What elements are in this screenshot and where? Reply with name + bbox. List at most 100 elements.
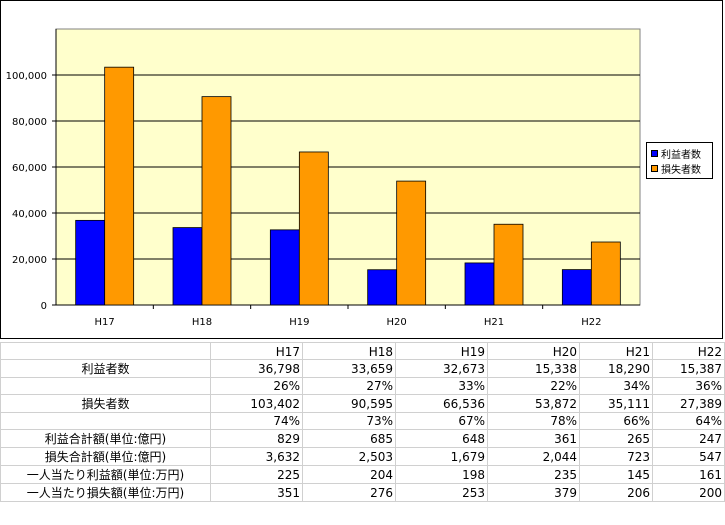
table-cell: 22% bbox=[487, 377, 580, 395]
column-header: H18 bbox=[302, 342, 396, 360]
y-tick-label: 20,000 bbox=[12, 255, 47, 266]
table-cell: 27% bbox=[302, 377, 396, 395]
table-cell: 66% bbox=[579, 412, 653, 430]
table-cell: 15,387 bbox=[652, 359, 725, 378]
legend-swatch-loss bbox=[651, 165, 658, 172]
chart-area: 0 20,000 40,000 60,000 80,000 100,000 H17 H18 H1… bbox=[0, 0, 723, 339]
x-tick-label: H17 bbox=[95, 317, 115, 328]
table-cell: 361 bbox=[487, 429, 580, 448]
bar-chart: 0 20,000 40,000 60,000 80,000 100,000 H17 H18 H1… bbox=[6, 28, 641, 328]
legend-item-loss: 損失者数 bbox=[651, 161, 712, 176]
table-cell: 3,632 bbox=[210, 447, 303, 466]
legend-label-loss: 損失者数 bbox=[661, 165, 701, 176]
table-cell: 379 bbox=[487, 483, 580, 502]
table-row: 74% 73% 67% 78% 66% 64% bbox=[0, 412, 725, 430]
table-cell: 276 bbox=[302, 483, 396, 502]
table-cell: 64% bbox=[652, 412, 725, 430]
column-header: H17 bbox=[210, 342, 303, 360]
x-tick-label: H19 bbox=[289, 317, 309, 328]
table-cell: 547 bbox=[652, 447, 725, 466]
row-label: 利益者数 bbox=[0, 359, 211, 378]
table-cell: 265 bbox=[579, 429, 653, 448]
x-tick-label: H18 bbox=[192, 317, 212, 328]
table-cell: 36,798 bbox=[210, 359, 303, 378]
table-cell: 103,402 bbox=[210, 394, 303, 413]
table-cell: 34% bbox=[579, 377, 653, 395]
table-cell: 685 bbox=[302, 429, 396, 448]
table-cell: 27,389 bbox=[652, 394, 725, 413]
table-cell: 33% bbox=[395, 377, 488, 395]
column-header: H20 bbox=[487, 342, 580, 360]
table-cell: 247 bbox=[652, 429, 725, 448]
table-header-row: H17 H18 H19 H20 H21 H22 bbox=[0, 342, 725, 360]
column-header: H19 bbox=[395, 342, 488, 360]
row-label: 損失合計額(単位:億円) bbox=[0, 447, 211, 466]
table-cell: 204 bbox=[302, 465, 396, 484]
row-label: 損失者数 bbox=[0, 394, 211, 413]
row-label bbox=[0, 412, 211, 430]
column-header: H21 bbox=[579, 342, 653, 360]
table-cell: 74% bbox=[210, 412, 303, 430]
bar-profit bbox=[561, 269, 592, 306]
table-cell: 723 bbox=[579, 447, 653, 466]
y-tick-label: 40,000 bbox=[12, 209, 47, 220]
table-row: 26% 27% 33% 22% 34% 36% bbox=[0, 377, 725, 395]
y-tick-label: 0 bbox=[41, 301, 47, 312]
table-cell: 53,872 bbox=[487, 394, 580, 413]
x-tick-label: H21 bbox=[484, 317, 504, 328]
table-corner-cell bbox=[0, 342, 211, 360]
table-cell: 206 bbox=[579, 483, 653, 502]
legend-item-profit: 利益者数 bbox=[651, 146, 712, 161]
table-cell: 36% bbox=[652, 377, 725, 395]
row-label: 一人当たり利益額(単位:万円) bbox=[0, 465, 211, 484]
row-label: 利益合計額(単位:億円) bbox=[0, 429, 211, 448]
table-cell: 33,659 bbox=[302, 359, 396, 378]
legend: 利益者数 損失者数 bbox=[646, 142, 713, 179]
table-cell: 161 bbox=[652, 465, 725, 484]
row-label bbox=[0, 377, 211, 395]
table-cell: 829 bbox=[210, 429, 303, 448]
table-cell: 15,338 bbox=[487, 359, 580, 378]
y-tick-label: 60,000 bbox=[12, 163, 47, 174]
table-cell: 73% bbox=[302, 412, 396, 430]
bar-loss bbox=[590, 241, 621, 306]
bar-profit bbox=[75, 219, 106, 306]
table-cell: 78% bbox=[487, 412, 580, 430]
table-cell: 225 bbox=[210, 465, 303, 484]
data-table: H17 H18 H19 H20 H21 H22 利益者数 36,798 33,659 32,673… bbox=[0, 342, 725, 502]
bar-profit bbox=[172, 227, 203, 306]
y-tick-label: 80,000 bbox=[12, 117, 47, 128]
table-row: 損失者数 103,402 90,595 66,536 53,872 35,111 27,38… bbox=[0, 394, 725, 413]
column-header: H22 bbox=[652, 342, 725, 360]
table-cell: 200 bbox=[652, 483, 725, 502]
table-cell: 351 bbox=[210, 483, 303, 502]
table-cell: 145 bbox=[579, 465, 653, 484]
table-cell: 18,290 bbox=[579, 359, 653, 378]
table-cell: 66,536 bbox=[395, 394, 488, 413]
table-cell: 198 bbox=[395, 465, 488, 484]
table-cell: 26% bbox=[210, 377, 303, 395]
bar-profit bbox=[269, 229, 300, 306]
bar-loss bbox=[104, 66, 135, 306]
table-cell: 1,679 bbox=[395, 447, 488, 466]
x-tick-label: H22 bbox=[581, 317, 601, 328]
table-cell: 235 bbox=[487, 465, 580, 484]
bar-loss bbox=[201, 96, 232, 306]
table-cell: 2,044 bbox=[487, 447, 580, 466]
table-cell: 32,673 bbox=[395, 359, 488, 378]
table-row: 一人当たり利益額(単位:万円) 225 204 198 235 145 161 bbox=[0, 465, 725, 484]
bar-loss bbox=[396, 180, 427, 306]
bar-loss bbox=[493, 223, 524, 306]
bar-loss bbox=[298, 151, 329, 306]
table-row: 利益合計額(単位:億円) 829 685 648 361 265 247 bbox=[0, 429, 725, 448]
bar-profit bbox=[464, 262, 495, 306]
legend-label-profit: 利益者数 bbox=[661, 150, 701, 161]
table-row: 一人当たり損失額(単位:万円) 351 276 253 379 206 200 bbox=[0, 483, 725, 502]
table-cell: 2,503 bbox=[302, 447, 396, 466]
table-cell: 67% bbox=[395, 412, 488, 430]
table-row: 利益者数 36,798 33,659 32,673 15,338 18,290 15,387 bbox=[0, 359, 725, 378]
table-cell: 648 bbox=[395, 429, 488, 448]
table-cell: 35,111 bbox=[579, 394, 653, 413]
table-row: 損失合計額(単位:億円) 3,632 2,503 1,679 2,044 723 547 bbox=[0, 447, 725, 466]
legend-swatch-profit bbox=[651, 150, 658, 157]
